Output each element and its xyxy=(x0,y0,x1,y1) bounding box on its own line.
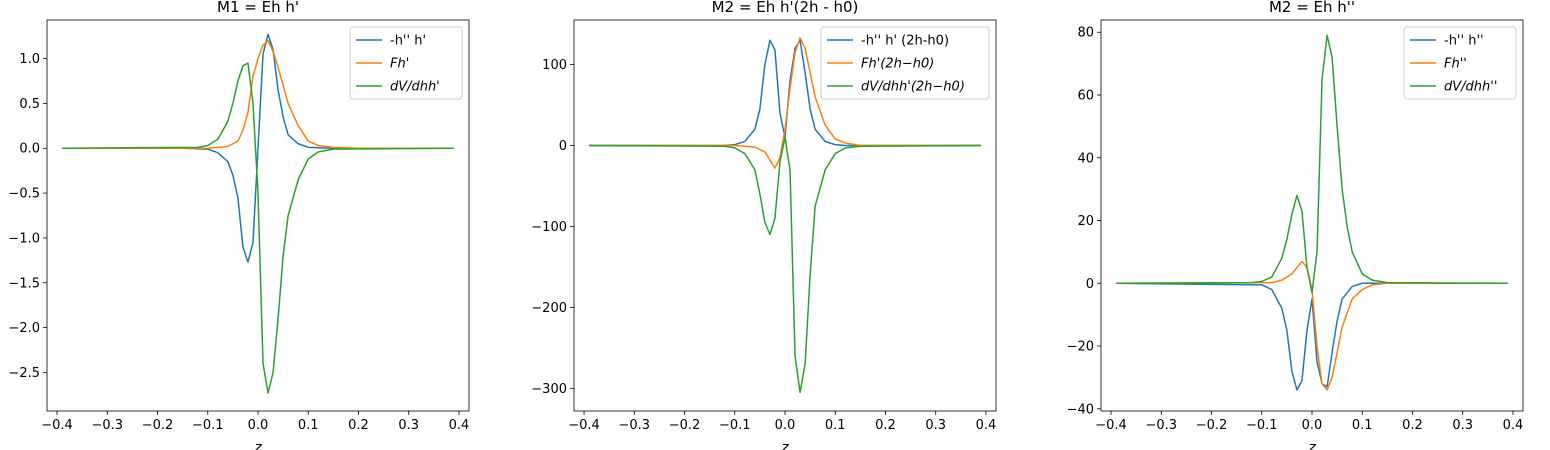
legend-label: Fh'' xyxy=(1444,57,1467,72)
legend-label: dV/dhh'(2h−h0) xyxy=(861,80,965,95)
y-tick-label: 0 xyxy=(1086,277,1094,292)
x-tick-label: 0.0 xyxy=(248,418,269,433)
x-tick-label: 0.3 xyxy=(398,418,419,433)
y-tick-label: 60 xyxy=(1077,88,1094,103)
legend-label: dV/dhh'' xyxy=(1444,80,1497,95)
y-tick-label: 80 xyxy=(1077,26,1094,41)
y-tick-label: 0.5 xyxy=(19,97,40,112)
series-line-1 xyxy=(1116,282,1508,391)
y-tick-label: −2.5 xyxy=(8,366,40,381)
series-line-3 xyxy=(62,62,454,394)
y-tick-label: 0.0 xyxy=(19,142,40,157)
y-tick-label: −100 xyxy=(531,220,567,235)
legend-box xyxy=(1403,26,1517,100)
legend: -h'' h' Fh' dV/dhh' xyxy=(349,26,463,100)
x-tick-label: 0.2 xyxy=(875,418,896,433)
y-tick-label: 100 xyxy=(542,58,567,73)
x-tick-label: 0.4 xyxy=(976,418,997,433)
legend-label: Fh' xyxy=(390,57,409,72)
x-tick-label: −0.3 xyxy=(91,418,123,433)
chart-title: M2 = Eh h'(2h - h0) xyxy=(712,0,859,16)
x-tick-label: 0.1 xyxy=(825,418,846,433)
x-axis-label: z xyxy=(253,440,262,450)
x-axis-label: z xyxy=(780,440,789,450)
x-tick-label: −0.3 xyxy=(1145,418,1177,433)
legend-box xyxy=(820,26,990,100)
x-tick-label: 0.0 xyxy=(1302,418,1323,433)
chart-panel-2: −0.4 −0.3 −0.2 −0.1 0.0 0.1 0.2 0.3 0.4 100 0 −100 −… xyxy=(531,0,997,450)
y-tick-label: 0 xyxy=(559,139,567,154)
x-tick-label: −0.4 xyxy=(41,418,73,433)
x-tick-label: 0.1 xyxy=(1352,418,1373,433)
y-tick-label: −0.5 xyxy=(8,187,40,202)
y-tick-label: 20 xyxy=(1077,214,1094,229)
series-line-3 xyxy=(1116,34,1508,294)
legend-label: -h'' h' (2h-h0) xyxy=(861,34,949,49)
legend-label: Fh'(2h−h0) xyxy=(861,57,934,72)
chart-panel-1: −0.4 −0.3 −0.2 −0.1 0.0 0.1 0.2 0.3 0.4 1.0 0.5 0.0… xyxy=(8,0,470,450)
legend-label: -h'' h' xyxy=(390,34,426,49)
series-lines xyxy=(62,33,454,394)
x-tick-label: 0.0 xyxy=(775,418,796,433)
x-tick-label: −0.2 xyxy=(142,418,174,433)
x-tick-label: 0.3 xyxy=(925,418,946,433)
x-tick-label: −0.1 xyxy=(1246,418,1278,433)
x-tick-label: 0.1 xyxy=(298,418,319,433)
y-tick-label: −200 xyxy=(531,301,567,316)
chart-title: M1 = Eh h' xyxy=(217,0,299,16)
x-axis-label: z xyxy=(1307,440,1316,450)
x-tick-label: 0.4 xyxy=(449,418,470,433)
y-tick-label: −40 xyxy=(1067,402,1094,417)
y-tick-label: 1.0 xyxy=(19,52,40,67)
chart-panel-3: −0.4 −0.3 −0.2 −0.1 0.0 0.1 0.2 0.3 0.4 80 60 40 20 0… xyxy=(1067,0,1524,450)
legend-box xyxy=(349,26,463,100)
series-line-2 xyxy=(1116,260,1508,391)
series-lines xyxy=(589,37,981,394)
y-tick-label: −300 xyxy=(531,382,567,397)
x-tick-label: −0.2 xyxy=(669,418,701,433)
x-tick-label: −0.1 xyxy=(719,418,751,433)
series-line-2 xyxy=(589,37,981,169)
legend-label: -h'' h'' xyxy=(1444,34,1484,49)
x-tick-label: −0.1 xyxy=(192,418,224,433)
x-tick-label: −0.3 xyxy=(618,418,650,433)
x-tick-label: −0.4 xyxy=(1095,418,1127,433)
legend: -h'' h' (2h-h0) Fh'(2h−h0) dV/dhh'(2h−h0) xyxy=(820,26,990,100)
series-line-2 xyxy=(62,39,454,149)
y-tick-label: −2.0 xyxy=(8,321,40,336)
legend: -h'' h'' Fh'' dV/dhh'' xyxy=(1403,26,1517,100)
y-tick-label: 40 xyxy=(1077,151,1094,166)
x-tick-label: −0.4 xyxy=(568,418,600,433)
series-line-3 xyxy=(589,136,981,394)
series-line-1 xyxy=(62,33,454,263)
x-tick-label: 0.4 xyxy=(1503,418,1524,433)
y-tick-label: −1.5 xyxy=(8,276,40,291)
y-tick-label: −1.0 xyxy=(8,231,40,246)
chart-title: M2 = Eh h'' xyxy=(1269,0,1355,16)
x-tick-label: 0.2 xyxy=(1402,418,1423,433)
x-tick-label: 0.2 xyxy=(348,418,369,433)
x-tick-label: −0.2 xyxy=(1196,418,1228,433)
legend-label: dV/dhh' xyxy=(390,80,440,95)
x-tick-label: 0.3 xyxy=(1452,418,1473,433)
series-lines xyxy=(1116,34,1508,391)
y-tick-label: −20 xyxy=(1067,340,1094,355)
